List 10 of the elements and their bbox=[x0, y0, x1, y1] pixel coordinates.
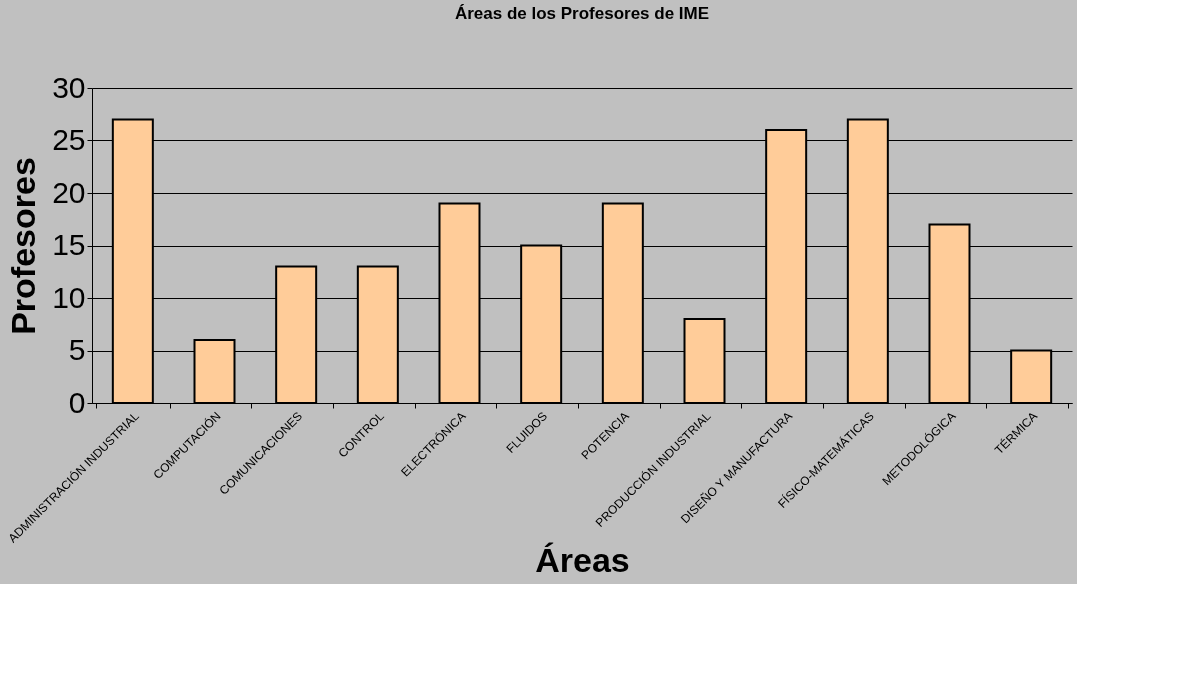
y-tick-label: 15 bbox=[52, 228, 86, 261]
x-axis-title: Áreas bbox=[535, 540, 630, 579]
y-axis-title: Profesores bbox=[4, 157, 43, 335]
y-tick-label: 20 bbox=[52, 175, 86, 209]
chart-title: Áreas de los Profesores de IME bbox=[454, 4, 710, 23]
y-tick-label: 30 bbox=[52, 70, 86, 104]
y-tick-label: 10 bbox=[52, 280, 86, 314]
y-tick-label: 0 bbox=[68, 385, 86, 419]
y-tick-label: 25 bbox=[52, 123, 86, 156]
y-tick-label: 5 bbox=[68, 333, 86, 366]
